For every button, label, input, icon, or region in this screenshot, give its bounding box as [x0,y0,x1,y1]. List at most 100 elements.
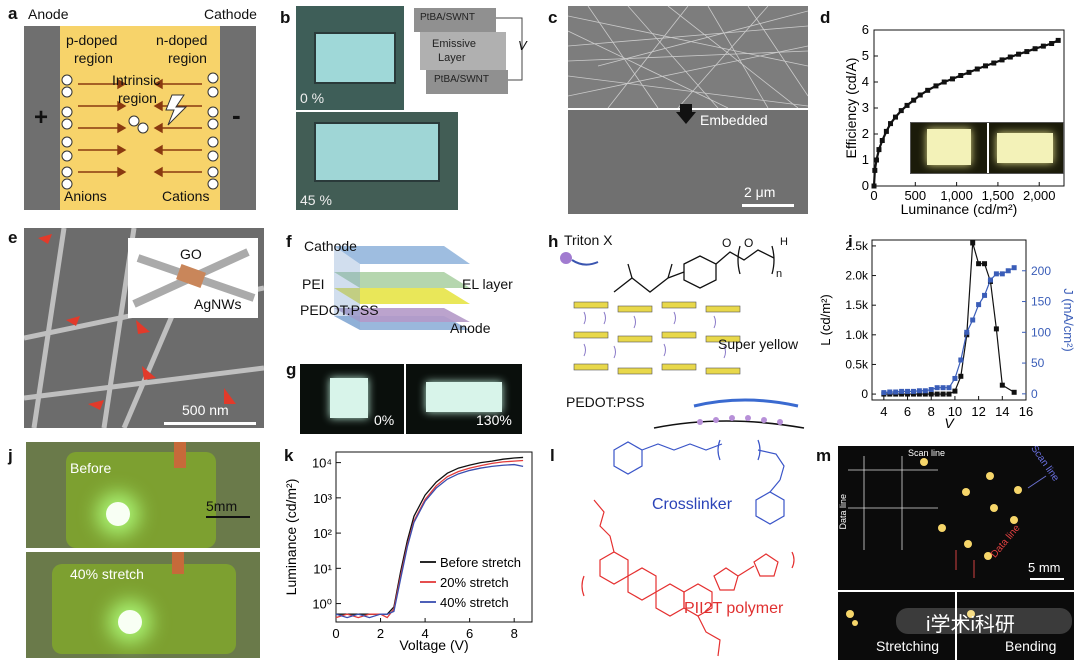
display-photo: Scan line Data line Scan line Data line … [838,446,1074,590]
data-point-i-1 [899,388,905,394]
glow-stretch [118,610,142,634]
y-tick-label-i: 1.0k [845,328,869,342]
panel-label-g: g [286,360,297,379]
panel-label-h: h [548,232,559,251]
data-point-d [949,76,955,82]
legend-label-k-2: 40% stretch [440,595,509,610]
crosslinker-structure [613,439,785,525]
stretching-glow-2 [852,620,858,626]
x-axis-label-i: V [944,415,955,431]
plot-frame-k [335,451,533,623]
x-tick-label-i: 4 [880,404,887,419]
device-before [66,452,216,548]
y-tick-label-k: 10¹ [313,561,332,576]
data-point-d [888,121,894,127]
y-tick-label-i: 1.5k [845,298,869,312]
x-tick-label-d: 1,500 [982,188,1015,203]
pct-45: 45 % [300,192,332,208]
data-point-d [898,108,904,114]
stretching-label: Stretching [876,638,940,654]
data-point-d [873,157,879,163]
chart-d: 0 500 1,000 1,500 2,000 0 1 2 3 4 5 6 Luminance (cd/… [843,22,1065,217]
data-point-d [983,63,989,69]
x-tick-label-i: 10 [948,404,962,419]
data-point-i-0 [899,391,905,397]
x-tick-label-i: 8 [928,404,935,419]
data-point-d [933,83,939,89]
y-tick-label-i: 0.5k [845,357,869,371]
contact-stretch [172,552,184,574]
x-tick-label-d: 0 [870,188,877,203]
legend-label-k-0: Before stretch [440,555,521,570]
data-point-d [1024,49,1030,55]
scale-bar-c [742,204,794,207]
data-point-i-1 [887,389,893,395]
y-tick-label-d: 5 [862,48,869,63]
layer-emissive-label: Emissive [432,38,477,50]
legend-label-k-1: 20% stretch [440,575,509,590]
y-axis-label-k: Luminance (cd/m²) [283,479,299,596]
y-tick-label-i: 2.5k [845,239,869,253]
panel-h: h Triton X O O [544,224,814,434]
data-point-i-1 [881,390,887,396]
surfactant-schematic [560,245,805,429]
scale-bar-label-c: 2 μm [744,184,776,200]
data-point-i-1 [934,385,940,391]
go-agnws-schematic [132,248,256,308]
data-point-i-1 [964,329,970,335]
x-tick-label-i: 14 [995,404,1009,419]
glow-0pct [330,378,368,418]
data-point-d [904,102,910,108]
down-arrow-icon [676,104,696,124]
oxygen-label-2: O [744,236,754,250]
cations-label: Cations [162,188,210,204]
scan-line-pointer [1027,475,1047,489]
y2-tick-label-i: 100 [1031,325,1051,339]
panel-label-c: c [548,8,558,27]
data-point-d [999,57,1005,63]
contact-before [174,442,186,468]
panel-label-a: a [8,4,18,23]
p-doped-label: p-doped [66,32,118,48]
sem-bare-nanotubes [568,6,808,108]
y-tick-label-k: 10⁰ [312,597,332,612]
data-point-i-1 [970,317,976,323]
voltage-label: V [518,38,527,53]
y-axis-label-d: Efficiency (cd/A) [843,58,859,159]
panel-label-b: b [280,8,291,27]
data-point-i-0 [958,373,964,379]
photo-g: 0% 130% [300,364,522,434]
y-tick-label-d: 6 [862,22,869,37]
data-point-d [892,114,898,120]
y-tick-label-d: 4 [862,74,869,89]
x-axis-label-k: Voltage (V) [399,637,468,653]
data-point-d [917,92,923,98]
chart-i: 4 6 8 10 12 14 16 0 0.5k 1.0k 1.5k 2.0k 2.5k 0 50 100 15… [818,239,1076,431]
anode-electrode [24,26,60,210]
intrinsic-region-label: region [118,90,157,106]
panel-label-j: j [8,446,13,465]
scale-bar-e [164,422,256,425]
data-point-d [974,66,980,72]
panel-label-d: d [820,8,831,27]
panel-a: a Anode Cathode [0,0,270,222]
pedot-label-h: PEDOT:PSS [566,394,645,410]
panel-c: c Embedded 2 μm [544,0,814,222]
scale-bar-label-m: 5 mm [1028,560,1061,575]
y-tick-label-k: 10² [313,526,332,541]
triton-structure [613,245,775,293]
scale-bar-m [1030,578,1064,580]
inset-glow-1 [927,129,971,165]
x-axis-label-d: Luminance (cd/m²) [901,201,1018,217]
data-point-i-1 [928,387,934,393]
pii2t-label: PII2T polymer [684,600,784,617]
panel-l: l Crosslinker PII2T polymer [544,436,810,664]
stretching-glow-1 [846,610,854,618]
data-point-i-1 [958,357,964,363]
y-axis-label-i: L (cd/m²) [818,294,833,346]
panel-i: i 4 6 8 10 12 14 16 0 0.5k 1.0k 1.5k 2.0k 2.5k 0 50 100… [814,224,1080,434]
data-point-i-1 [993,271,999,277]
panel-b: b 0 % 45 % PtBA/SWNT Emissive Layer PtBA… [274,0,544,222]
surfactant-tails [583,311,726,359]
photo-divider-g [404,364,406,434]
